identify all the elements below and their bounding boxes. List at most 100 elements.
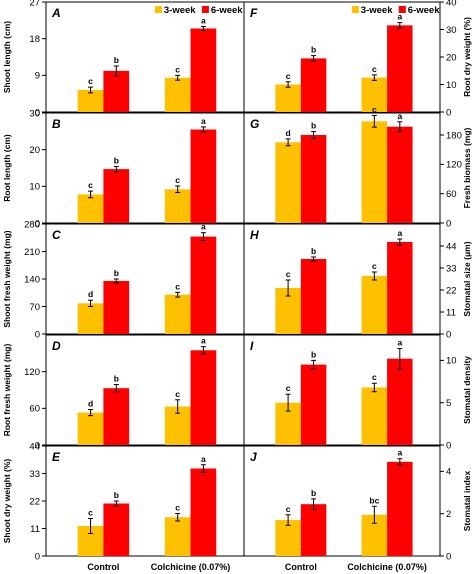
y-tick-label: 27	[29, 0, 40, 8]
legend-swatch	[398, 6, 406, 13]
y-tick-label: 33	[29, 469, 40, 480]
significance-letter: c	[88, 76, 93, 86]
y-tick-label: 40	[446, 0, 457, 8]
significance-letter: c	[175, 64, 180, 74]
panel-label: J	[250, 450, 257, 464]
y-tick-label: 180	[446, 130, 462, 141]
y-tick-label: 0	[35, 440, 40, 451]
significance-letter: c	[88, 508, 93, 518]
panel-h: 0 11 22 33 44 Stomatal size (μm) Hc b c a	[243, 223, 472, 340]
significance-letter: a	[201, 15, 206, 25]
significance-letter: a	[201, 116, 206, 126]
significance-letter: a	[397, 111, 402, 121]
legend-label: 6-week	[211, 5, 243, 16]
panel-f: 0 10 20 30 40 Root dry weight (%) Fc b c a 3-week 6…	[243, 0, 472, 118]
panel-i: 0 5 10 Stomatal density Ic b c a	[243, 334, 472, 451]
significance-letter: b	[114, 374, 119, 384]
bar-6-week-2	[387, 461, 413, 556]
y-tick-label: 5	[446, 398, 451, 409]
y-axis-label: Stomatal index	[462, 471, 472, 532]
significance-letter: b	[311, 121, 316, 131]
bar-6-week-2	[387, 358, 413, 445]
bar-6-week-1	[300, 504, 327, 556]
y-tick-label: 60	[446, 189, 457, 200]
panel-label: I	[250, 339, 254, 353]
significance-letter: b	[311, 45, 316, 55]
legend-label: 6-week	[408, 5, 440, 16]
y-tick-label: 280	[24, 219, 40, 230]
bar-3-week-1	[275, 84, 301, 112]
significance-letter: a	[397, 228, 402, 238]
panel-frame	[243, 112, 441, 224]
y-tick-label: 120	[446, 160, 462, 171]
significance-letter: c	[175, 281, 180, 291]
bar-6-week-2	[190, 468, 217, 556]
y-axis-label: Root fresh weight (mg)	[2, 344, 12, 437]
bar-3-week-2	[164, 77, 191, 112]
y-tick-label: 18	[29, 34, 40, 45]
bar-6-week-2	[387, 25, 413, 112]
significance-letter: c	[372, 64, 377, 74]
y-axis-label: Shoot length (cm)	[2, 21, 12, 93]
y-tick-label: 11	[30, 524, 40, 535]
significance-letter: b	[311, 246, 316, 256]
significance-letter: b	[114, 490, 119, 500]
y-tick-label: 70	[29, 302, 40, 313]
bar-6-week-2	[190, 350, 217, 445]
x-category-label: Colchicine (0.07%)	[151, 562, 231, 572]
significance-letter: c	[372, 104, 377, 114]
y-tick-label: 33	[446, 263, 457, 274]
y-tick-label: 0	[35, 329, 40, 340]
y-tick-label: 0	[35, 218, 40, 229]
y-tick-label: 0	[446, 107, 451, 118]
y-tick-label: 0	[35, 107, 40, 118]
bar-6-week-1	[300, 364, 327, 445]
significance-letter: a	[397, 12, 402, 22]
significance-letter: b	[311, 349, 316, 359]
bar-6-week-2	[190, 28, 217, 112]
significance-letter: a	[201, 336, 206, 346]
y-tick-label: 0	[446, 218, 451, 229]
legend-label: 3-week	[164, 5, 196, 16]
y-axis-label: Root length (cm)	[2, 134, 12, 202]
significance-letter: c	[88, 180, 93, 190]
y-tick-label: 4	[446, 467, 451, 478]
y-axis-label: Stomatal density	[462, 356, 472, 424]
y-axis-label: Shoot dry weight (%)	[2, 459, 12, 544]
bar-6-week-1	[103, 169, 130, 223]
significance-letter: d	[88, 399, 93, 409]
significance-letter: c	[286, 269, 291, 279]
y-tick-label: 0	[446, 440, 451, 451]
panel-c: 0 70 140 210 280 Shoot fresh weight (mg) Cd b c a	[2, 219, 245, 340]
panel-frame	[243, 445, 441, 557]
panel-label: G	[250, 117, 259, 131]
significance-letter: c	[372, 261, 377, 271]
y-tick-label: 22	[29, 496, 40, 507]
significance-letter: c	[175, 175, 180, 185]
significance-letter: d	[88, 289, 93, 299]
y-tick-label: 9	[35, 71, 40, 82]
y-tick-label: 22	[446, 285, 457, 296]
x-category-label: Colchicine (0.07%)	[347, 562, 427, 572]
bar-3-week-2	[164, 517, 191, 556]
y-tick-label: 10	[446, 80, 457, 91]
panel-label: C	[52, 228, 61, 242]
bar-3-week-2	[361, 387, 388, 445]
panel-a: 0 9 18 27 Shoot length (cm) Ac b c a 3-week 6-week	[2, 0, 245, 118]
bar-3-week-1	[77, 303, 104, 334]
bar-3-week-1	[77, 90, 104, 112]
legend-swatch	[201, 6, 209, 13]
y-tick-label: 44	[29, 441, 40, 452]
panel-b: 0 10 20 30 Root length (cm) Bc b c a	[2, 108, 245, 229]
panel-g: 0 60 120 180 Fresh biomass (mg) Gd b c a	[243, 104, 472, 229]
y-tick-label: 120	[24, 367, 40, 378]
significance-letter: c	[286, 383, 291, 393]
y-tick-label: 20	[29, 145, 40, 156]
y-tick-label: 60	[29, 404, 40, 415]
significance-letter: d	[285, 128, 290, 138]
y-axis-label: Shoot fresh weight (mg)	[2, 230, 12, 327]
bar-6-week-1	[103, 280, 130, 334]
significance-letter: b	[114, 55, 119, 65]
bar-6-week-2	[190, 129, 217, 223]
